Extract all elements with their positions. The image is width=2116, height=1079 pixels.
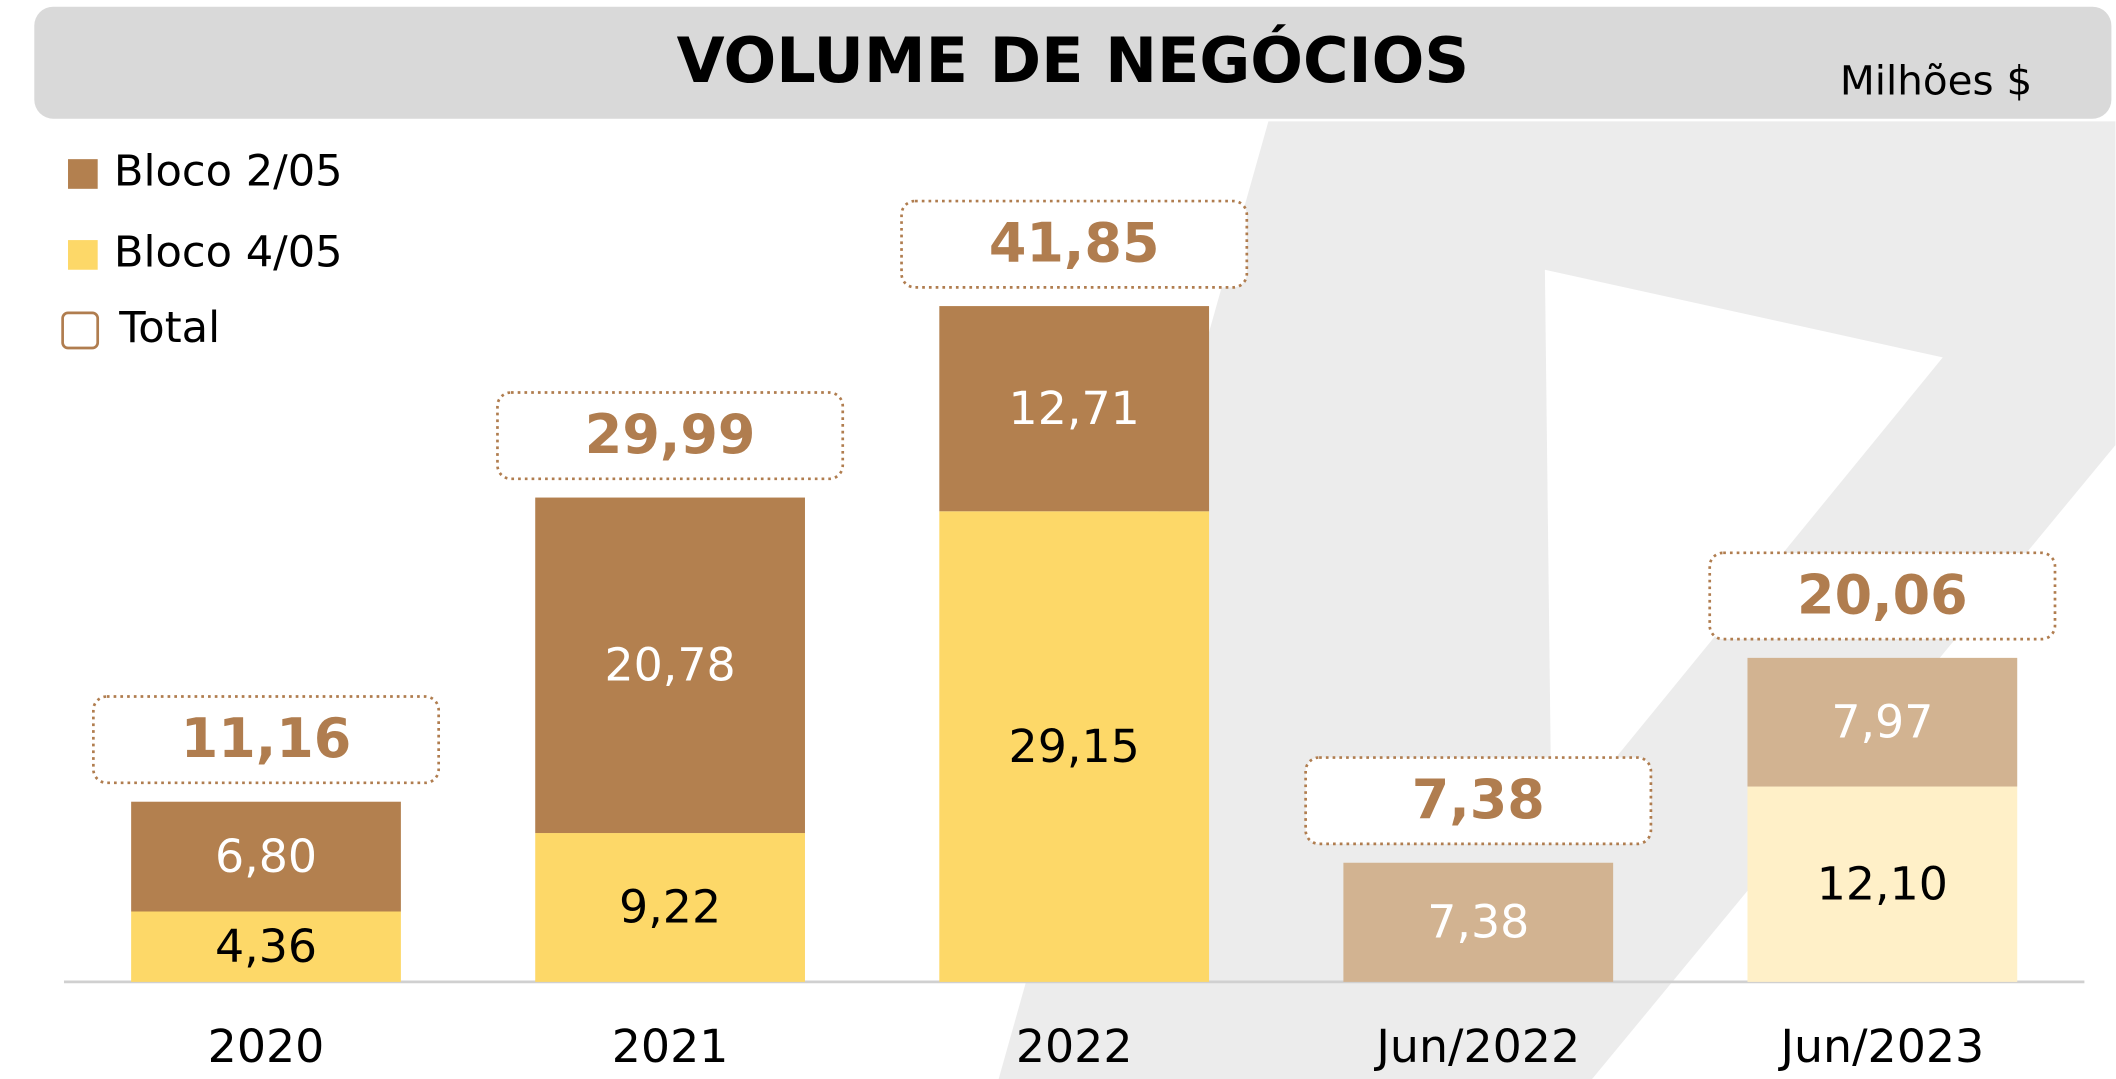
bar-segment — [535, 497, 805, 834]
x-tick-label: 2021 — [612, 1019, 729, 1073]
bar-segment — [939, 306, 1210, 512]
x-tick-label: 2022 — [1016, 1019, 1133, 1073]
bar-segment — [1747, 786, 2018, 982]
value-label: 7,97 — [1831, 694, 1933, 748]
value-label: 7,38 — [1427, 895, 1529, 949]
legend-swatch — [68, 240, 98, 270]
legend-label: Total — [118, 303, 220, 353]
total-label: 7,38 — [1412, 768, 1545, 831]
bar-segment — [1343, 862, 1614, 982]
value-label: 29,15 — [1009, 719, 1140, 773]
legend-label: Bloco 2/05 — [114, 146, 343, 196]
bar-segment — [131, 911, 401, 982]
total-box — [900, 199, 1249, 289]
total-label: 20,06 — [1797, 563, 1968, 626]
total-label: 41,85 — [989, 212, 1160, 275]
total-box — [1304, 756, 1653, 846]
x-tick-label: Jun/2022 — [1373, 1019, 1580, 1073]
total-box — [496, 391, 845, 481]
chart-subtitle: Milhões $ — [1840, 57, 2032, 105]
bar-segment — [535, 833, 805, 982]
total-label: 11,16 — [181, 707, 352, 770]
value-label: 9,22 — [619, 880, 721, 934]
value-label: 12,71 — [1009, 381, 1140, 435]
total-box — [92, 695, 441, 785]
title-bar — [34, 6, 2112, 119]
x-tick-label: Jun/2023 — [1777, 1019, 1984, 1073]
chart-title: VOLUME DE NEGÓCIOS — [677, 24, 1469, 97]
bar-segment — [1747, 657, 2018, 787]
bar-segment — [939, 511, 1210, 982]
legend-swatch — [61, 311, 100, 350]
x-tick-label: 2020 — [208, 1019, 325, 1073]
total-box — [1708, 551, 2057, 641]
value-label: 12,10 — [1817, 856, 1948, 910]
value-label: 20,78 — [604, 637, 735, 691]
legend-label: Bloco 4/05 — [114, 227, 343, 277]
value-label: 4,36 — [215, 919, 317, 973]
value-label: 6,80 — [215, 829, 317, 883]
bar-segment — [131, 801, 401, 912]
total-label: 29,99 — [585, 403, 756, 466]
legend-swatch — [68, 159, 98, 189]
